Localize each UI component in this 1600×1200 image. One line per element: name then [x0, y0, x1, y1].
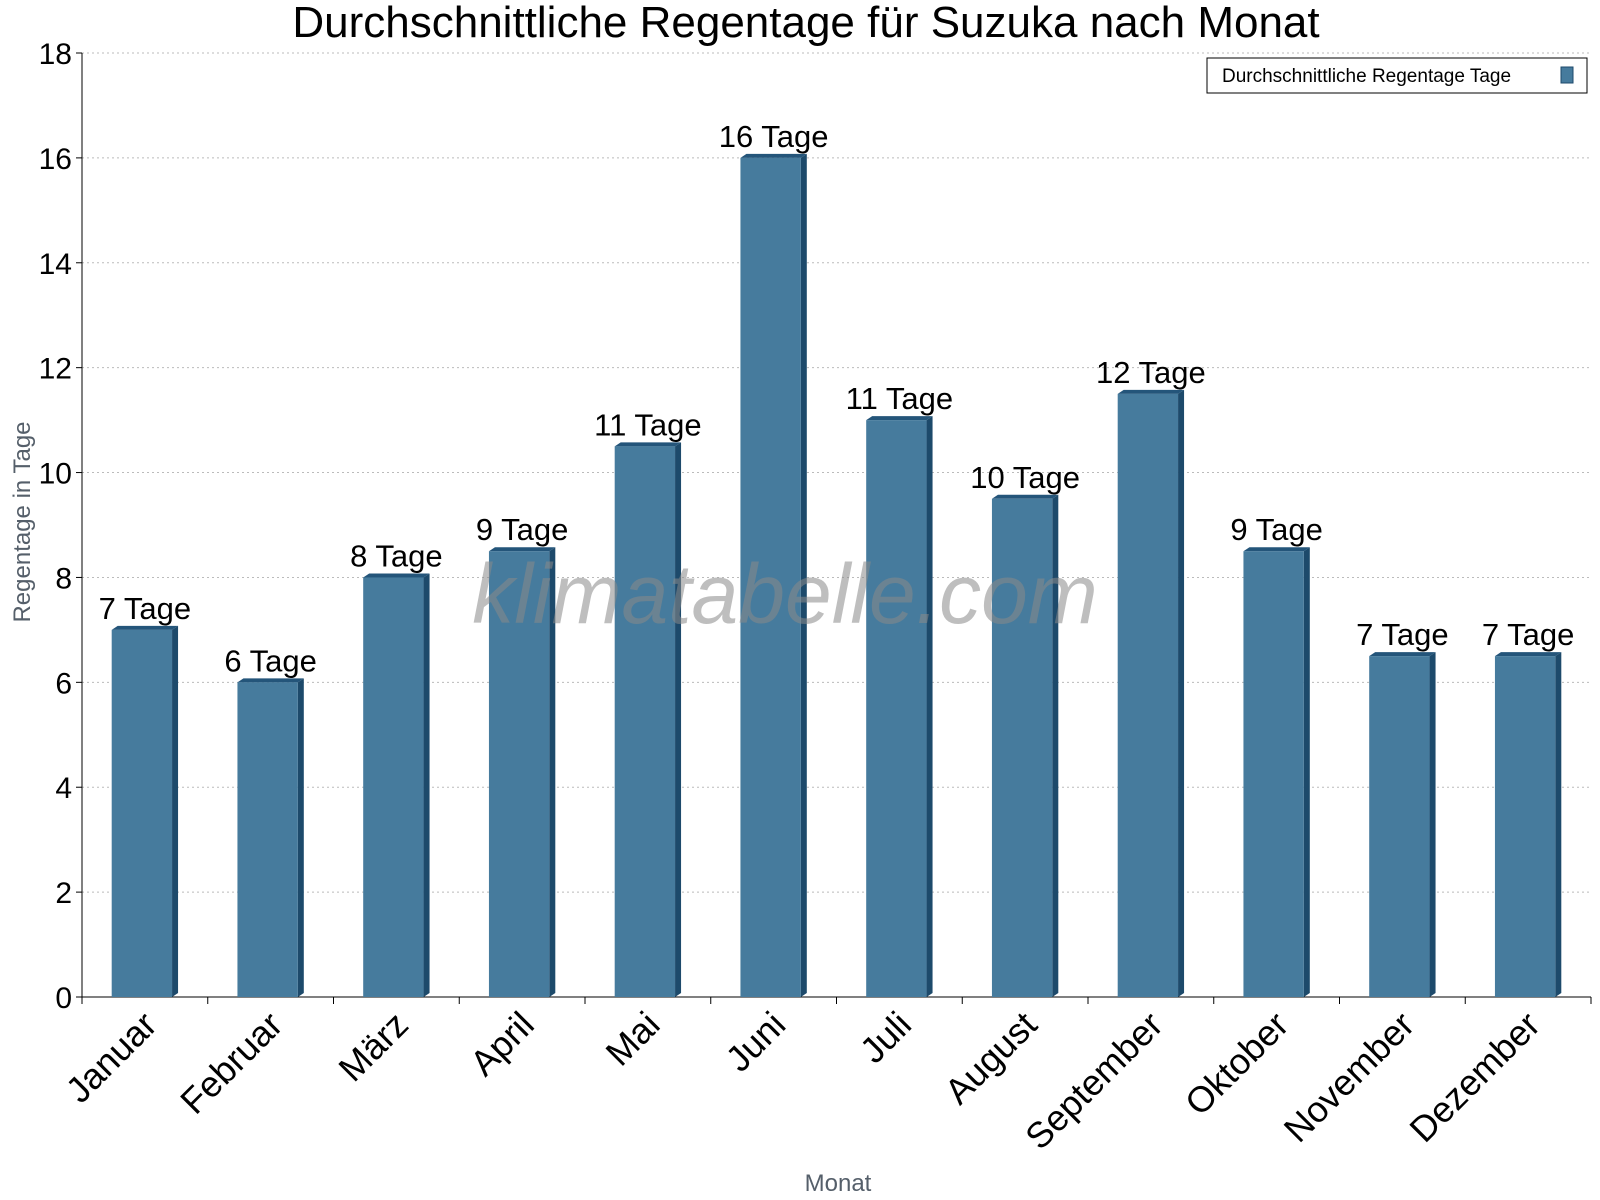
- grid-lines: [82, 52, 1591, 893]
- bar-top: [866, 416, 933, 421]
- data-label: 7 Tage: [99, 591, 192, 626]
- x-tick-label: Februar: [172, 1004, 290, 1122]
- watermark: klimatabelle.com: [472, 547, 1098, 641]
- bar-side: [1429, 652, 1436, 997]
- data-label: 16 Tage: [719, 119, 829, 154]
- bar-top: [740, 153, 807, 158]
- bar: [237, 678, 304, 997]
- y-axis-title: Regentage in Tage: [9, 421, 36, 622]
- bar-side: [800, 153, 807, 997]
- bar: [1369, 652, 1436, 997]
- x-tick-label: August: [937, 1004, 1045, 1112]
- y-tick-label: 0: [55, 982, 72, 1015]
- chart-title: Durchschnittliche Regentage für Suzuka n…: [292, 0, 1319, 47]
- x-tick-label: März: [330, 1004, 416, 1090]
- bar-side: [297, 678, 304, 997]
- bar-top: [1494, 652, 1562, 657]
- x-tick-labels: Januar Februar März April Mai Juni Juli AugustS…: [58, 1004, 1548, 1158]
- data-label: 6 Tage: [224, 643, 317, 678]
- x-axis-title: Monat: [805, 1170, 872, 1197]
- y-tick-label: 2: [55, 877, 72, 910]
- bar-front: [1369, 656, 1430, 997]
- data-label: 10 Tage: [970, 460, 1080, 495]
- bar-top: [111, 625, 179, 630]
- data-label: 12 Tage: [1096, 355, 1206, 390]
- legend-swatch: [1560, 66, 1574, 84]
- bar-top: [488, 547, 556, 552]
- data-label: 7 Tage: [1482, 617, 1575, 652]
- bar: [1494, 652, 1562, 997]
- y-tick-label: 4: [55, 772, 72, 805]
- x-tick-label: Oktober: [1177, 1004, 1297, 1124]
- bar-front: [614, 446, 676, 997]
- bar: [363, 573, 430, 997]
- x-tick-label: September: [1017, 1004, 1171, 1158]
- bar-side: [1178, 389, 1185, 997]
- bar-side: [1052, 494, 1059, 997]
- bar-side: [1555, 652, 1562, 997]
- bar: [991, 494, 1059, 997]
- data-label: 8 Tage: [350, 538, 443, 573]
- data-label: 11 Tage: [594, 407, 701, 442]
- bar-front: [1117, 393, 1179, 997]
- y-tick-label: 6: [55, 667, 72, 700]
- bar-front: [111, 629, 173, 997]
- bar-side: [423, 573, 430, 997]
- bar-side: [926, 416, 933, 998]
- x-tick-label: Januar: [58, 1004, 165, 1111]
- x-tick-label: April: [462, 1004, 542, 1084]
- bar: [111, 625, 179, 997]
- data-label: 7 Tage: [1356, 617, 1449, 652]
- bar-side: [675, 442, 682, 997]
- bar-top: [1117, 389, 1185, 394]
- bar: [740, 153, 807, 997]
- bar-top: [991, 494, 1059, 499]
- bar-side: [1303, 547, 1310, 997]
- bar: [614, 442, 682, 997]
- bar-front: [363, 577, 424, 997]
- axes: 0 2 4 6 8 10 12 14 16 18: [39, 38, 1592, 1015]
- x-tick-label: Juni: [718, 1004, 794, 1080]
- bar-top: [614, 442, 682, 447]
- bar: [488, 547, 556, 997]
- bar-top: [237, 678, 304, 683]
- data-label: 9 Tage: [1230, 512, 1323, 547]
- bar: [1117, 389, 1185, 997]
- bar-side: [549, 547, 556, 997]
- y-tick-label: 18: [39, 38, 72, 71]
- bar-front: [740, 157, 801, 997]
- bar-front: [1494, 656, 1556, 997]
- bar-side: [172, 625, 179, 997]
- y-tick-label: 16: [39, 143, 72, 176]
- y-tick-label: 8: [55, 562, 72, 595]
- y-tick-label: 12: [39, 353, 72, 386]
- data-label: 9 Tage: [476, 512, 569, 547]
- x-tick-label: Dezember: [1401, 1004, 1547, 1150]
- bar-front: [991, 498, 1053, 997]
- legend-label: Durchschnittliche Regentage Tage: [1222, 66, 1511, 87]
- legend-box: [1206, 57, 1588, 94]
- x-tick-label: Mai: [598, 1004, 668, 1074]
- data-labels: 7 Tage 6 Tage 8 Tage 9 Tage 11 Tage 16 Tage 11…: [99, 119, 1575, 678]
- bar-front: [237, 682, 298, 997]
- x-tick-label: Juli: [852, 1004, 919, 1071]
- y-tick-label: 10: [39, 458, 72, 491]
- data-label: 11 Tage: [846, 381, 953, 416]
- bar-top: [1243, 547, 1310, 552]
- bars: [111, 153, 1562, 998]
- legend: Durchschnittliche Regentage Tage: [1206, 57, 1588, 94]
- y-tick-label: 14: [39, 248, 72, 281]
- bar: [1243, 547, 1310, 997]
- bar-top: [1369, 652, 1436, 657]
- bar-front: [866, 420, 927, 998]
- bar: [866, 416, 933, 998]
- bar-front: [1243, 551, 1304, 997]
- bar-front: [488, 551, 550, 997]
- bar-top: [363, 573, 430, 578]
- x-tick-label: November: [1276, 1004, 1422, 1150]
